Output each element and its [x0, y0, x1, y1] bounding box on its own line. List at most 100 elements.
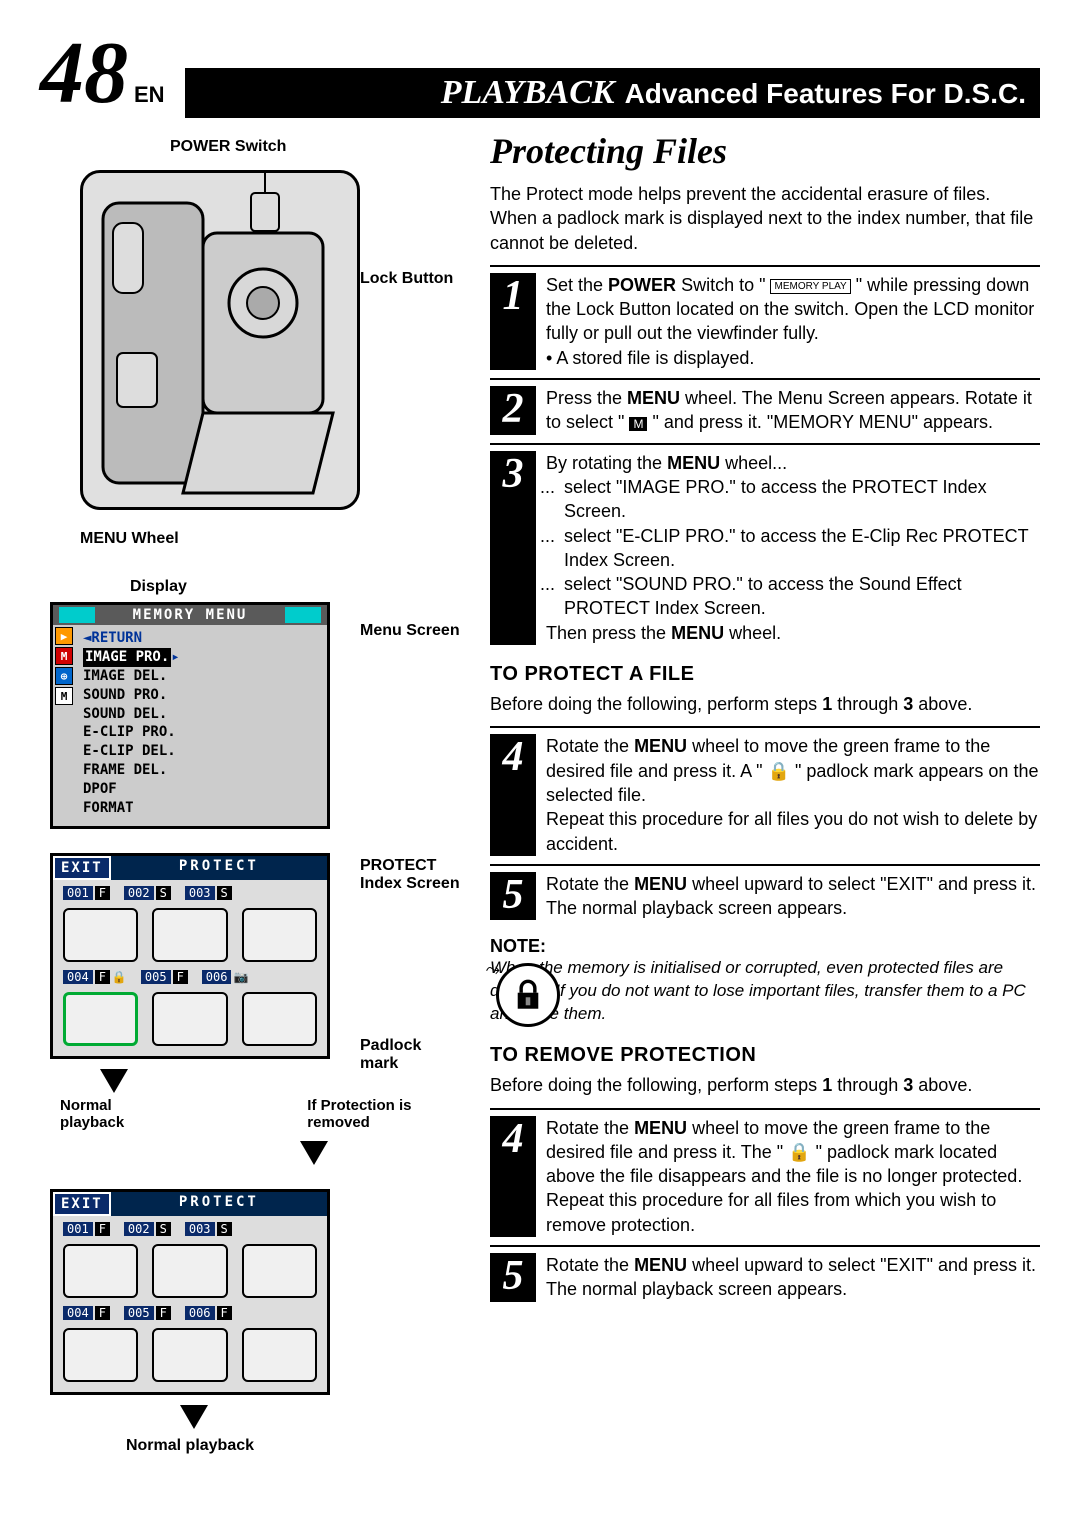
menu-item: E-CLIP DEL.: [83, 742, 323, 761]
step-number-5b: 5: [490, 1253, 536, 1302]
step-1-bullet: A stored file is displayed.: [546, 346, 1040, 370]
thumbnail: [152, 1244, 227, 1298]
thumb-info: 002S: [124, 886, 171, 900]
protect-index-screen-2: EXIT PROTECT 001F002S003S004F005F006F: [50, 1189, 330, 1395]
step-number-4a: 4: [490, 734, 536, 855]
protect-intro: Before doing the following, perform step…: [490, 692, 1040, 716]
step-2: 2 Press the MENU wheel. The Menu Screen …: [490, 386, 1040, 435]
menu-side-icon: ▶: [55, 627, 73, 645]
padlock-glyph-icon: 🔒: [768, 761, 790, 781]
camera-outline: [80, 170, 360, 510]
menu-item: IMAGE DEL.: [83, 667, 323, 686]
protect-step-5-body: Rotate the MENU wheel upward to select "…: [546, 872, 1040, 921]
menu-item: FORMAT: [83, 799, 323, 818]
step-3-body: By rotating the MENU wheel... select "IM…: [546, 451, 1040, 645]
protect-word: PROTECT: [169, 856, 269, 880]
dotted-arrow-icon: ⤳: [486, 959, 500, 980]
padlock-glyph-icon-2: 🔒: [788, 1142, 810, 1162]
header-subtitle: Advanced Features For D.S.C.: [625, 78, 1026, 110]
thumbnail: [63, 908, 138, 962]
step-number-2: 2: [490, 386, 536, 435]
protect-step-4: 4 Rotate the MENU wheel to move the gree…: [490, 734, 1040, 855]
label-lock-button: Lock Button: [360, 270, 453, 288]
thumb-info: 005F: [124, 1306, 171, 1320]
remove-step-4: 4 Rotate the MENU wheel to move the gree…: [490, 1116, 1040, 1237]
label-normal-playback-2: Normal playback: [40, 1437, 340, 1455]
step-3: 3 By rotating the MENU wheel... select "…: [490, 451, 1040, 645]
page-number-block: 48 EN: [40, 30, 165, 118]
menu-return: ◄RETURN: [83, 629, 323, 648]
m-icon: M: [629, 417, 647, 431]
label-menu-wheel: MENU Wheel: [80, 530, 179, 548]
remove-step-4-body: Rotate the MENU wheel to move the green …: [546, 1116, 1040, 1237]
right-column: Protecting Files The Protect mode helps …: [490, 130, 1040, 1455]
menu-side-icon: M: [55, 647, 73, 665]
page-number: 48: [40, 30, 128, 118]
menu-bar-right-icon: ■: [285, 607, 321, 623]
protect-exit-2: EXIT: [53, 1192, 111, 1216]
memory-play-icon: MEMORY PLAY: [770, 279, 850, 294]
menu-item: DPOF: [83, 780, 323, 799]
protect-exit: EXIT: [53, 856, 111, 880]
padlock-icon: [514, 979, 542, 1011]
header-banner: PLAYBACK Advanced Features For D.S.C.: [185, 68, 1040, 118]
thumbnail: [152, 1328, 227, 1382]
menu-side-icons: ▶ M ⊕ M: [55, 627, 77, 707]
thumbnail: [63, 992, 138, 1046]
arrow-down-icon: [100, 1069, 128, 1093]
menu-side-icon: ⊕: [55, 667, 73, 685]
thumb-info: 001F: [63, 886, 110, 900]
remove-step-5: 5 Rotate the MENU wheel upward to select…: [490, 1253, 1040, 1302]
intro-paragraph: The Protect mode helps prevent the accid…: [490, 182, 1040, 255]
thumbnail: [152, 992, 227, 1046]
step-1: 1 Set the POWER Switch to " MEMORY PLAY …: [490, 273, 1040, 370]
heading-remove-protection: TO REMOVE PROTECTION: [490, 1044, 1040, 1067]
menu-bar-left-icon: ■: [59, 607, 95, 623]
thumb-info: 004F🔒: [63, 970, 127, 984]
step-2-body: Press the MENU wheel. The Menu Screen ap…: [546, 386, 1040, 435]
protect-step-4-body: Rotate the MENU wheel to move the green …: [546, 734, 1040, 855]
arrow-down-icon-3: [180, 1405, 208, 1429]
thumbnail: [152, 908, 227, 962]
thumb-info: 003S: [185, 1222, 232, 1236]
thumb-info: 005F: [141, 970, 188, 984]
menu-items: ◄RETURN IMAGE PRO.▸IMAGE DEL.SOUND PRO.S…: [53, 625, 327, 826]
camera-sketch-icon: [83, 173, 363, 513]
menu-side-icon: M: [55, 687, 73, 705]
padlock-callout: [496, 963, 560, 1027]
page-header: 48 EN PLAYBACK Advanced Features For D.S…: [40, 30, 1040, 118]
step-3-option-3: select "SOUND PRO." to access the Sound …: [546, 572, 1040, 621]
protect-title-bar: EXIT PROTECT: [53, 856, 327, 880]
step-number-1: 1: [490, 273, 536, 370]
thumb-info: 002S: [124, 1222, 171, 1236]
menu-item: SOUND PRO.: [83, 686, 323, 705]
thumbnail: [63, 1328, 138, 1382]
note-label: NOTE:: [490, 936, 1040, 957]
step-3-option-1: select "IMAGE PRO." to access the PROTEC…: [546, 475, 1040, 524]
step-number-3: 3: [490, 451, 536, 645]
thumb-info: 003S: [185, 886, 232, 900]
left-column: POWER Switch Lock Button MENU Wheel Disp…: [40, 130, 460, 1455]
flow-labels: Normal playback If Protection is removed: [60, 1097, 460, 1131]
remove-step-5-body: Rotate the MENU wheel upward to select "…: [546, 1253, 1040, 1302]
thumb-info: 001F: [63, 1222, 110, 1236]
camera-illustration: POWER Switch Lock Button MENU Wheel: [40, 130, 460, 560]
menu-item: FRAME DEL.: [83, 761, 323, 780]
label-display: Display: [130, 578, 460, 596]
thumbnail: [242, 1328, 317, 1382]
note-body: When the memory is initialised or corrup…: [490, 957, 1040, 1026]
protect-word-2: PROTECT: [169, 1192, 269, 1216]
menu-item: IMAGE PRO.▸: [83, 648, 323, 667]
label-power-switch: POWER Switch: [170, 138, 286, 156]
thumb-info: 006📷: [202, 970, 249, 984]
page-lang: EN: [134, 82, 165, 108]
menu-item: E-CLIP PRO.: [83, 723, 323, 742]
header-playback: PLAYBACK: [441, 74, 615, 112]
thumbnail: [63, 1244, 138, 1298]
thumb-info: 004F: [63, 1306, 110, 1320]
protect-index-screen-1: EXIT PROTECT 001F 002S 003S 004F🔒 005F 006📷: [50, 853, 330, 1059]
label-menu-screen: Menu Screen: [360, 622, 460, 640]
step-number-5a: 5: [490, 872, 536, 921]
thumbnail: [242, 1244, 317, 1298]
label-padlock-mark: Padlock mark: [360, 1037, 460, 1073]
